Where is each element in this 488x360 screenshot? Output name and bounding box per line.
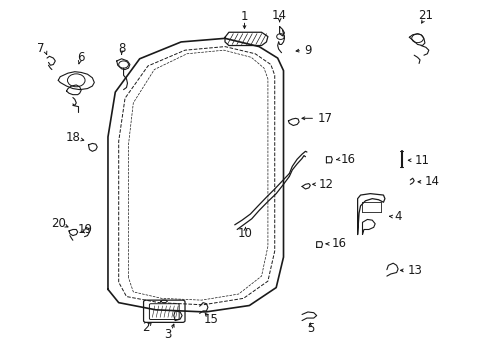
Text: 4: 4	[394, 210, 401, 223]
Text: 9: 9	[304, 44, 311, 57]
Text: 17: 17	[317, 112, 332, 125]
Text: 8: 8	[118, 41, 125, 54]
Text: 1: 1	[240, 10, 248, 23]
Text: 10: 10	[238, 226, 252, 239]
Text: 5: 5	[306, 322, 313, 335]
Text: 20: 20	[51, 217, 65, 230]
Text: 6: 6	[77, 51, 85, 64]
Text: 15: 15	[203, 312, 218, 326]
Text: 7: 7	[37, 41, 44, 54]
Text: 12: 12	[318, 178, 333, 191]
Text: 16: 16	[330, 237, 346, 250]
Text: 11: 11	[413, 154, 428, 167]
Text: 3: 3	[163, 328, 171, 341]
Text: 13: 13	[407, 264, 422, 277]
Text: 16: 16	[340, 153, 355, 166]
Text: 18: 18	[65, 131, 80, 144]
Text: 14: 14	[424, 175, 439, 188]
Text: 14: 14	[271, 9, 286, 22]
Text: 19: 19	[78, 223, 93, 236]
Text: 21: 21	[418, 9, 432, 22]
Text: 2: 2	[142, 321, 149, 334]
